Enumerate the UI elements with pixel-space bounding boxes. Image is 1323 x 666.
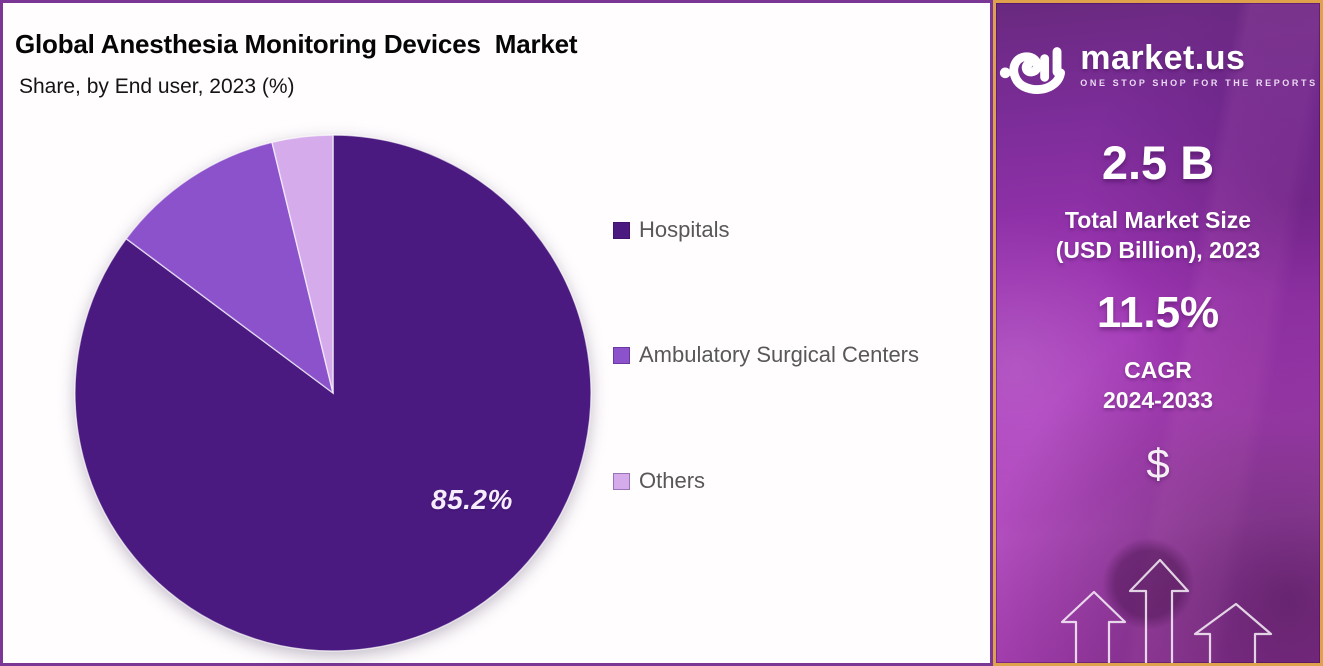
- dollar-icon: $: [1146, 439, 1170, 487]
- legend-label: Hospitals: [639, 217, 730, 242]
- chart-panel: Global Anesthesia Monitoring Devices Mar…: [0, 0, 993, 666]
- pie-legend: Hospitals Ambulatory Surgical Centers Ot…: [613, 3, 993, 666]
- stat-cagr-value: 11.5%: [1096, 287, 1220, 337]
- stat-market-size-value: 2.5 B: [1101, 136, 1215, 189]
- legend-label: Ambulatory Surgical Centers: [639, 342, 920, 367]
- up-arrow-icon: [1060, 590, 1127, 663]
- legend-item-hospitals: Hospitals: [613, 217, 729, 243]
- chart-title: Global Anesthesia Monitoring Devices Mar…: [15, 29, 578, 59]
- logo-dot: [1000, 67, 1011, 79]
- brand-name: market.us: [1080, 38, 1246, 77]
- growth-arrows-icon: [1060, 558, 1273, 663]
- chart-subtitle: Share, by End user, 2023 (%): [19, 75, 295, 98]
- up-arrow-icon: [1193, 602, 1273, 663]
- brand-sidebar: market.us ONE STOP SHOP FOR THE REPORTS …: [993, 0, 1323, 666]
- legend-item-others: Others: [613, 468, 705, 494]
- legend-label: Others: [639, 468, 706, 493]
- pie-slice-ambulatory-surgical-centers: [125, 141, 335, 395]
- pie-svg: [74, 134, 592, 652]
- pie-datalabel-hospitals: 85.2%: [431, 484, 513, 515]
- pie-slice-others: [271, 134, 334, 394]
- legend-item-ambulatory-surgical-centers: Ambulatory Surgical Centers: [613, 342, 919, 368]
- stat-market-size-caption: Total Market Size (USD Billion), 2023: [1055, 207, 1261, 263]
- pie-chart: 85.2%: [3, 3, 996, 666]
- stat-cagr-caption: CAGR 2024-2033: [1103, 356, 1213, 413]
- market-us-swoosh-icon: [1000, 47, 1066, 94]
- legend-swatch-others: [613, 472, 630, 490]
- brand-tagline: ONE STOP SHOP FOR THE REPORTS: [1080, 77, 1318, 88]
- legend-swatch-ambulatory-surgical-centers: [613, 346, 630, 364]
- logo: market.us ONE STOP SHOP FOR THE REPORTS: [998, 33, 1317, 95]
- up-arrow-icon: [1128, 558, 1190, 663]
- legend-swatch-hospitals: [613, 221, 630, 239]
- logo-spiral: [1009, 52, 1043, 86]
- logo-sweep: [1013, 68, 1066, 94]
